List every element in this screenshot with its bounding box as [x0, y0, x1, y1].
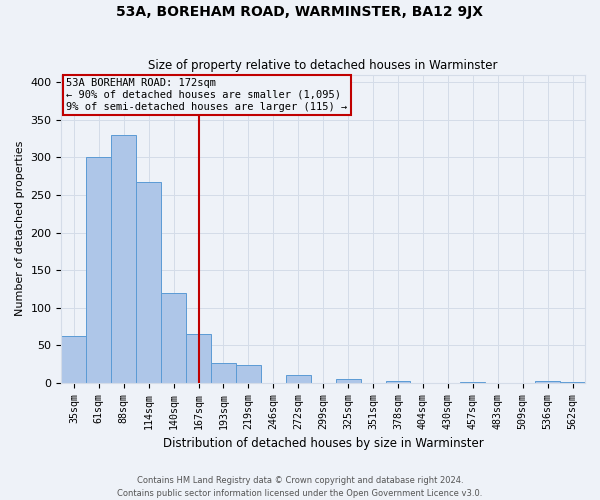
- Bar: [161, 292, 186, 383]
- Bar: [460, 382, 485, 383]
- Bar: [386, 382, 410, 383]
- Text: 53A, BOREHAM ROAD, WARMINSTER, BA12 9JX: 53A, BOREHAM ROAD, WARMINSTER, BA12 9JX: [116, 5, 484, 19]
- Bar: [335, 379, 361, 383]
- Y-axis label: Number of detached properties: Number of detached properties: [15, 141, 25, 316]
- Text: Contains HM Land Registry data © Crown copyright and database right 2024.
Contai: Contains HM Land Registry data © Crown c…: [118, 476, 482, 498]
- Bar: [560, 382, 585, 383]
- Bar: [535, 382, 560, 383]
- Bar: [136, 182, 161, 383]
- Bar: [186, 334, 211, 383]
- Title: Size of property relative to detached houses in Warminster: Size of property relative to detached ho…: [148, 59, 498, 72]
- Bar: [211, 362, 236, 383]
- Bar: [236, 365, 261, 383]
- Bar: [86, 158, 111, 383]
- Bar: [61, 336, 86, 383]
- Bar: [286, 376, 311, 383]
- X-axis label: Distribution of detached houses by size in Warminster: Distribution of detached houses by size …: [163, 437, 484, 450]
- Text: 53A BOREHAM ROAD: 172sqm
← 90% of detached houses are smaller (1,095)
9% of semi: 53A BOREHAM ROAD: 172sqm ← 90% of detach…: [67, 78, 347, 112]
- Bar: [111, 134, 136, 383]
